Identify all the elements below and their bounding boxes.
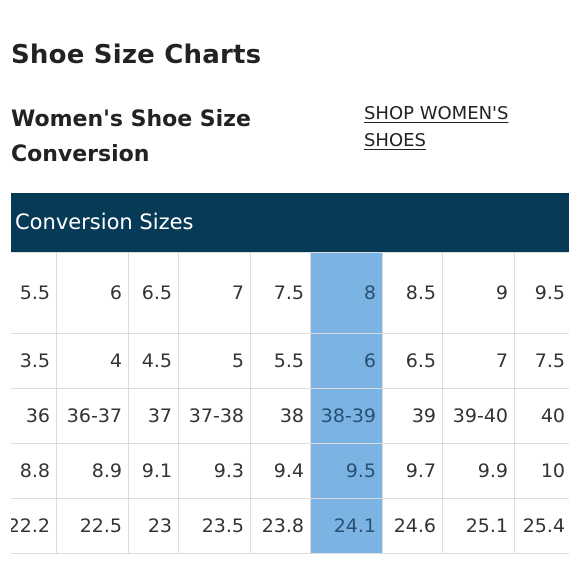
table-cell: 23 — [128, 498, 179, 554]
conversion-table-header-label: Conversion Sizes — [15, 210, 194, 234]
table-cell: 36-37 — [56, 388, 129, 444]
table-cell: 9.7 — [382, 443, 443, 499]
table-row: 3.5 4 4.5 5 5.5 6 6.5 7 7.5 — [11, 333, 569, 389]
table-cell: 7 — [178, 252, 251, 334]
table-cell: 8.8 — [11, 443, 57, 499]
table-cell: 7 — [442, 333, 515, 389]
table-cell: 36 — [11, 388, 57, 444]
table-cell: 7.5 — [514, 333, 569, 389]
table-cell: 23.5 — [178, 498, 251, 554]
table-cell: 8.9 — [56, 443, 129, 499]
table-cell: 3.5 — [11, 333, 57, 389]
table-cell: 22.5 — [56, 498, 129, 554]
table-cell: 25.4 — [514, 498, 569, 554]
table-cell: 37-38 — [178, 388, 251, 444]
table-cell: 8 — [310, 252, 383, 334]
table-cell: 9.5 — [310, 443, 383, 499]
table-cell: 38-39 — [310, 388, 383, 444]
table-cell: 37 — [128, 388, 179, 444]
table-cell: 9.1 — [128, 443, 179, 499]
table-cell: 5.5 — [11, 252, 57, 334]
conversion-table-container: Conversion Sizes 5.5 6 6.5 7 7.5 8 8.5 9 9.5 3.5 4… — [11, 193, 569, 555]
table-row: 22.2 22.5 23 23.5 23.8 24.1 24.6 25.1 25.4 — [11, 498, 569, 554]
table-cell: 5 — [178, 333, 251, 389]
conversion-table-header: Conversion Sizes — [11, 193, 569, 252]
table-cell: 22.2 — [11, 498, 57, 554]
table-cell: 6 — [56, 252, 129, 334]
table-cell: 6.5 — [382, 333, 443, 389]
table-cell: 25.1 — [442, 498, 515, 554]
table-row: 8.8 8.9 9.1 9.3 9.4 9.5 9.7 9.9 10 — [11, 443, 569, 499]
table-cell: 9.3 — [178, 443, 251, 499]
table-cell: 40 — [514, 388, 569, 444]
table-cell: 9.5 — [514, 252, 569, 334]
table-cell: 6 — [310, 333, 383, 389]
table-cell: 9.4 — [250, 443, 311, 499]
table-cell: 9.9 — [442, 443, 515, 499]
table-cell: 4.5 — [128, 333, 179, 389]
table-cell: 5.5 — [250, 333, 311, 389]
table-cell: 39 — [382, 388, 443, 444]
page-title: Shoe Size Charts — [11, 40, 262, 70]
table-cell: 6.5 — [128, 252, 179, 334]
table-row: 5.5 6 6.5 7 7.5 8 8.5 9 9.5 — [11, 252, 569, 334]
table-cell: 24.6 — [382, 498, 443, 554]
table-cell: 4 — [56, 333, 129, 389]
table-cell: 8.5 — [382, 252, 443, 334]
table-cell: 7.5 — [250, 252, 311, 334]
table-cell: 23.8 — [250, 498, 311, 554]
table-cell: 39-40 — [442, 388, 515, 444]
shop-womens-shoes-link[interactable]: SHOP WOMEN'S SHOES — [364, 103, 509, 151]
table-cell: 24.1 — [310, 498, 383, 554]
table-row: 36 36-37 37 37-38 38 38-39 39 39-40 40 — [11, 388, 569, 444]
table-cell: 10 — [514, 443, 569, 499]
conversion-table: 5.5 6 6.5 7 7.5 8 8.5 9 9.5 3.5 4 4.5 5 5.5 6 6.5 7 7.5 36… — [11, 252, 569, 554]
table-cell: 38 — [250, 388, 311, 444]
table-cell: 9 — [442, 252, 515, 334]
section-title: Women's Shoe Size Conversion — [11, 107, 251, 167]
